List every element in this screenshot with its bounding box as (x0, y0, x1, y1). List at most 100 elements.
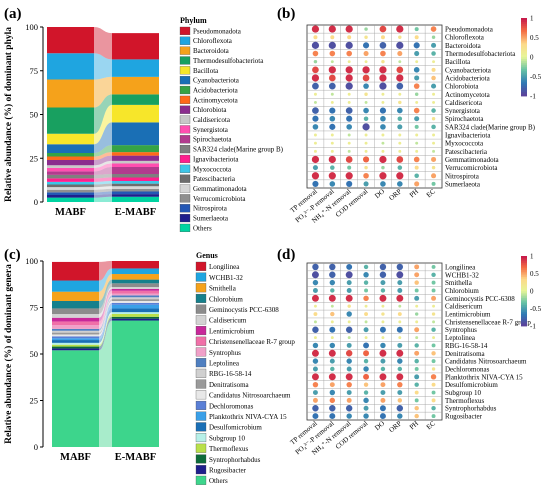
correlation-circle (398, 92, 402, 96)
bar-segment-rbg-16-58-14 (112, 297, 159, 300)
correlation-circle (432, 141, 436, 145)
correlation-circle (363, 295, 369, 302)
bar-segment-thermoflexus (112, 314, 159, 317)
correlation-circle (311, 172, 320, 180)
correlation-circle (363, 107, 369, 114)
correlation-circle (414, 374, 420, 380)
correlation-circle (329, 413, 336, 420)
correlation-circle (415, 141, 419, 145)
row-label: Nitrospirota (445, 172, 480, 180)
correlation-circle (397, 124, 403, 130)
legend-label-spirochaetota: Spirochaetota (193, 136, 232, 144)
colorbar-segment (521, 84, 527, 87)
colorbar-segment (521, 292, 527, 295)
correlation-circle (312, 288, 318, 293)
correlation-circle (398, 336, 402, 340)
row-label: SAR324 clade(Marine group B) (445, 123, 536, 131)
correlation-circle (381, 59, 385, 64)
correlation-circle (363, 358, 369, 364)
correlation-circle (397, 116, 403, 121)
colorbar-segment (521, 51, 527, 54)
bar-segment-smithella (52, 291, 99, 301)
bar-segment-ignavibacteriota (47, 178, 94, 182)
correlation-circle (397, 366, 403, 372)
correlation-circle (414, 390, 419, 395)
bar-segment-verrucomicrobiota (47, 189, 94, 193)
flow-band-gemmatimonadota (94, 186, 112, 190)
bar-segment-smithella (112, 274, 159, 280)
legend-swatch-thermoflexus (195, 443, 207, 453)
correlation-circle (346, 288, 352, 293)
flow-band-pseudomonadota (94, 27, 112, 60)
legend-swatch-caldisericum (195, 315, 207, 325)
colorbar-segment (521, 60, 527, 64)
colorbar-segment (521, 90, 527, 93)
correlation-circle (347, 100, 351, 104)
correlation-circle (397, 312, 402, 316)
colorbar-segment (521, 319, 527, 322)
correlation-circle (380, 280, 386, 286)
flow-band-denitratisoma (99, 299, 112, 335)
colorbar-segment (521, 80, 527, 83)
correlation-circle (396, 82, 404, 90)
correlation-circle (345, 107, 353, 114)
correlation-circle (363, 83, 369, 89)
legend-label-acidobacteriota: Acidobacteriota (193, 86, 239, 94)
correlation-circle (415, 304, 419, 308)
correlation-circle (381, 336, 385, 340)
correlation-circle (398, 100, 402, 105)
legend-label-chloroflexota: Chloroflexota (193, 37, 233, 45)
legend-swatch-longilinea (195, 261, 207, 271)
correlation-circle (363, 373, 370, 380)
legend-swatch-chlorobiota (179, 105, 191, 114)
correlation-circle (364, 149, 368, 153)
correlation-circle (329, 271, 336, 278)
correlation-circle (397, 358, 403, 364)
correlation-circle (396, 349, 404, 357)
bar-segment-wchb1-32 (112, 268, 159, 275)
correlation-circle (431, 264, 436, 269)
flow-band-patescibacteria (94, 183, 112, 188)
colorbar-tick-label: 0 (530, 288, 534, 296)
bar-segment-leptolinea (52, 328, 99, 331)
bar-segment-planktothrix-niva-cya-15 (112, 304, 159, 309)
flow-band-nitrospirota (94, 191, 112, 195)
colorbar-segment (521, 261, 527, 264)
correlation-circle (362, 156, 370, 163)
colorbar-segment (521, 271, 527, 274)
bar-segment-denitratisoma (112, 299, 159, 301)
legend-label-chlorobium: Chlorobium (209, 295, 243, 303)
correlation-circle (396, 74, 404, 82)
colorbar-tick-label: -0.5 (530, 305, 542, 313)
correlation-circle (414, 343, 419, 348)
correlation-heatmap-d: LongilineaWCHB1-32SmithellaChlorobiumGem… (289, 253, 542, 457)
bar-segment-chlorobiota (47, 160, 94, 166)
legend-label-syntrophus: Syntrophus (209, 349, 241, 357)
legend-swatch-lentimicrobium (195, 326, 207, 336)
legend-label-myxococcota: Myxococcota (193, 165, 232, 173)
correlation-circle (363, 50, 369, 57)
correlation-circle (313, 100, 317, 104)
colorbar-segment (521, 29, 527, 33)
legend-label-leptolinea: Leptolinea (209, 360, 240, 368)
correlation-circle (381, 304, 385, 308)
correlation-circle (415, 149, 419, 153)
correlation-circle (379, 82, 387, 90)
correlation-circle (397, 381, 403, 388)
column-label: DO (373, 419, 386, 432)
legend-swatch-nitrospirota (179, 204, 191, 213)
correlation-circle (346, 366, 352, 372)
colorbar-segment (521, 296, 527, 299)
legend-swatch-rbg-16-58-14 (195, 368, 207, 378)
flow-band-thermodesulfobacteriota (94, 94, 112, 134)
correlation-circle (330, 60, 334, 64)
correlation-circle (364, 320, 368, 324)
row-label: Leptolinea (445, 334, 476, 342)
colorbar-segment (521, 266, 527, 269)
correlation-circle (363, 280, 369, 285)
correlation-circle (347, 336, 351, 340)
correlation-circle (398, 60, 402, 64)
legend-swatch-pseudomonadota (179, 26, 191, 35)
correlation-circle (328, 155, 336, 164)
correlation-circle (431, 367, 436, 371)
